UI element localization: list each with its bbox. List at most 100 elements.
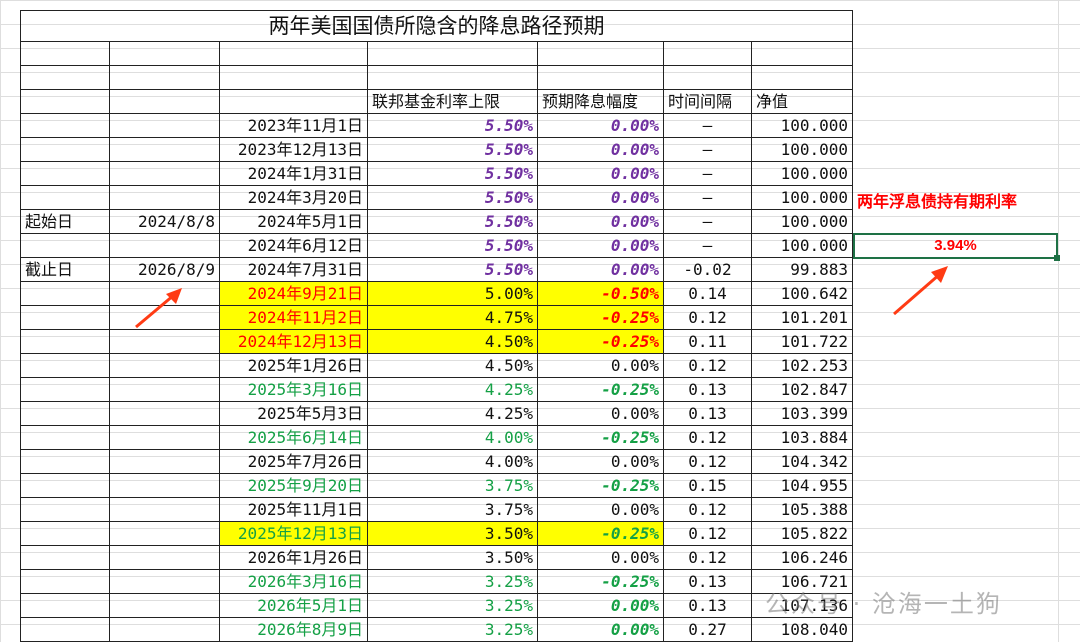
date-cell: 2025年12月13日 [220, 522, 368, 546]
empty-cell [20, 474, 110, 498]
empty-cell [220, 90, 368, 114]
empty-cell [110, 186, 220, 210]
end-label: 截止日 [20, 258, 110, 282]
interval-cell: 0.15 [664, 474, 752, 498]
nav-cell: 100.000 [752, 234, 853, 258]
empty-cell [20, 114, 110, 138]
date-cell: 2025年9月20日 [220, 474, 368, 498]
empty-cell [110, 90, 220, 114]
fill-handle[interactable] [1054, 255, 1060, 261]
empty-cell [110, 618, 220, 642]
empty-cell [20, 378, 110, 402]
nav-cell: 104.955 [752, 474, 853, 498]
rate-cap-cell: 4.25% [368, 402, 538, 426]
nav-cell: 108.040 [752, 618, 853, 642]
expected-cut-cell: 0.00% [538, 354, 664, 378]
expected-cut-cell: -0.25% [538, 330, 664, 354]
date-cell: 2024年12月13日 [220, 330, 368, 354]
float-rate-cell[interactable]: 3.94% [853, 233, 1058, 259]
empty-cell [20, 42, 110, 66]
empty-cell [110, 450, 220, 474]
expected-cut-cell: 0.00% [538, 258, 664, 282]
rate-cap-cell: 3.25% [368, 594, 538, 618]
empty-cell [20, 618, 110, 642]
empty-cell [110, 354, 220, 378]
expected-cut-cell: 0.00% [538, 450, 664, 474]
empty-cell [110, 306, 220, 330]
interval-cell: 0.12 [664, 546, 752, 570]
header-interval: 时间间隔 [664, 90, 752, 114]
date-cell: 2026年8月9日 [220, 618, 368, 642]
header-nav: 净值 [752, 90, 853, 114]
rate-cap-cell: 3.25% [368, 570, 538, 594]
interval-cell: – [664, 234, 752, 258]
nav-cell: 100.000 [752, 186, 853, 210]
date-cell: 2024年7月31日 [220, 258, 368, 282]
date-cell: 2024年5月1日 [220, 210, 368, 234]
empty-cell [20, 282, 110, 306]
interval-cell: 0.12 [664, 426, 752, 450]
nav-cell: 100.000 [752, 162, 853, 186]
empty-cell [110, 522, 220, 546]
expected-cut-cell: 0.00% [538, 138, 664, 162]
date-cell: 2025年3月16日 [220, 378, 368, 402]
empty-cell [110, 282, 220, 306]
start-label: 起始日 [20, 210, 110, 234]
empty-cell [752, 42, 853, 66]
expected-cut-cell: 0.00% [538, 498, 664, 522]
interval-cell: 0.12 [664, 450, 752, 474]
rate-cap-cell: 3.75% [368, 498, 538, 522]
interval-cell: -0.02 [664, 258, 752, 282]
date-cell: 2026年1月26日 [220, 546, 368, 570]
date-cell: 2024年11月2日 [220, 306, 368, 330]
start-date: 2024/8/8 [110, 210, 220, 234]
date-cell: 2026年5月1日 [220, 594, 368, 618]
rate-cap-cell: 4.00% [368, 426, 538, 450]
interval-cell: 0.13 [664, 594, 752, 618]
nav-cell: 99.883 [752, 258, 853, 282]
empty-cell [110, 330, 220, 354]
nav-cell: 100.000 [752, 210, 853, 234]
expected-cut-cell: -0.50% [538, 282, 664, 306]
empty-cell [20, 90, 110, 114]
empty-cell [664, 66, 752, 90]
sheet-title: 两年美国国债所隐含的降息路径预期 [20, 10, 853, 42]
nav-cell: 103.399 [752, 402, 853, 426]
empty-cell [220, 66, 368, 90]
rate-cap-cell: 4.00% [368, 450, 538, 474]
empty-cell [20, 138, 110, 162]
interval-cell: 0.13 [664, 378, 752, 402]
nav-cell: 102.253 [752, 354, 853, 378]
expected-cut-cell: 0.00% [538, 186, 664, 210]
expected-cut-cell: -0.25% [538, 474, 664, 498]
interval-cell: 0.12 [664, 354, 752, 378]
empty-cell [20, 354, 110, 378]
empty-cell [20, 306, 110, 330]
interval-cell: 0.12 [664, 306, 752, 330]
date-cell: 2025年1月26日 [220, 354, 368, 378]
empty-cell [368, 42, 538, 66]
nav-cell: 101.722 [752, 330, 853, 354]
date-cell: 2024年6月12日 [220, 234, 368, 258]
interval-cell: – [664, 138, 752, 162]
expected-cut-cell: 0.00% [538, 162, 664, 186]
nav-cell: 102.847 [752, 378, 853, 402]
rate-cap-cell: 5.50% [368, 186, 538, 210]
header-rate-cap: 联邦基金利率上限 [368, 90, 538, 114]
expected-cut-cell: 0.00% [538, 402, 664, 426]
expected-cut-cell: -0.25% [538, 426, 664, 450]
nav-cell: 106.721 [752, 570, 853, 594]
empty-cell [752, 66, 853, 90]
date-cell: 2024年1月31日 [220, 162, 368, 186]
interval-cell: 0.13 [664, 570, 752, 594]
empty-cell [20, 330, 110, 354]
interval-cell: 0.12 [664, 498, 752, 522]
rate-cap-cell: 5.50% [368, 258, 538, 282]
empty-cell [110, 570, 220, 594]
interval-cell: – [664, 162, 752, 186]
rate-cap-cell: 5.50% [368, 114, 538, 138]
empty-cell [664, 42, 752, 66]
empty-cell [110, 498, 220, 522]
date-cell: 2025年7月26日 [220, 450, 368, 474]
empty-cell [110, 402, 220, 426]
